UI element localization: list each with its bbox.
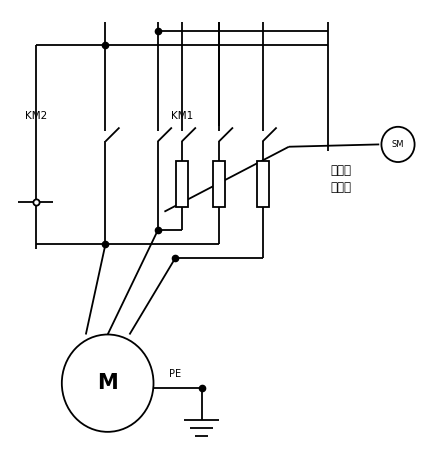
Circle shape	[381, 127, 415, 162]
Bar	[257, 160, 269, 207]
Bar	[176, 160, 188, 207]
Circle shape	[62, 334, 153, 432]
Text: M: M	[97, 373, 118, 393]
Text: KM1: KM1	[171, 111, 193, 121]
Text: 可调液
体电阵: 可调液 体电阵	[330, 164, 351, 194]
Bar	[213, 160, 225, 207]
Text: PE: PE	[169, 369, 181, 379]
Text: SM: SM	[392, 140, 404, 149]
Text: KM2: KM2	[25, 111, 47, 121]
